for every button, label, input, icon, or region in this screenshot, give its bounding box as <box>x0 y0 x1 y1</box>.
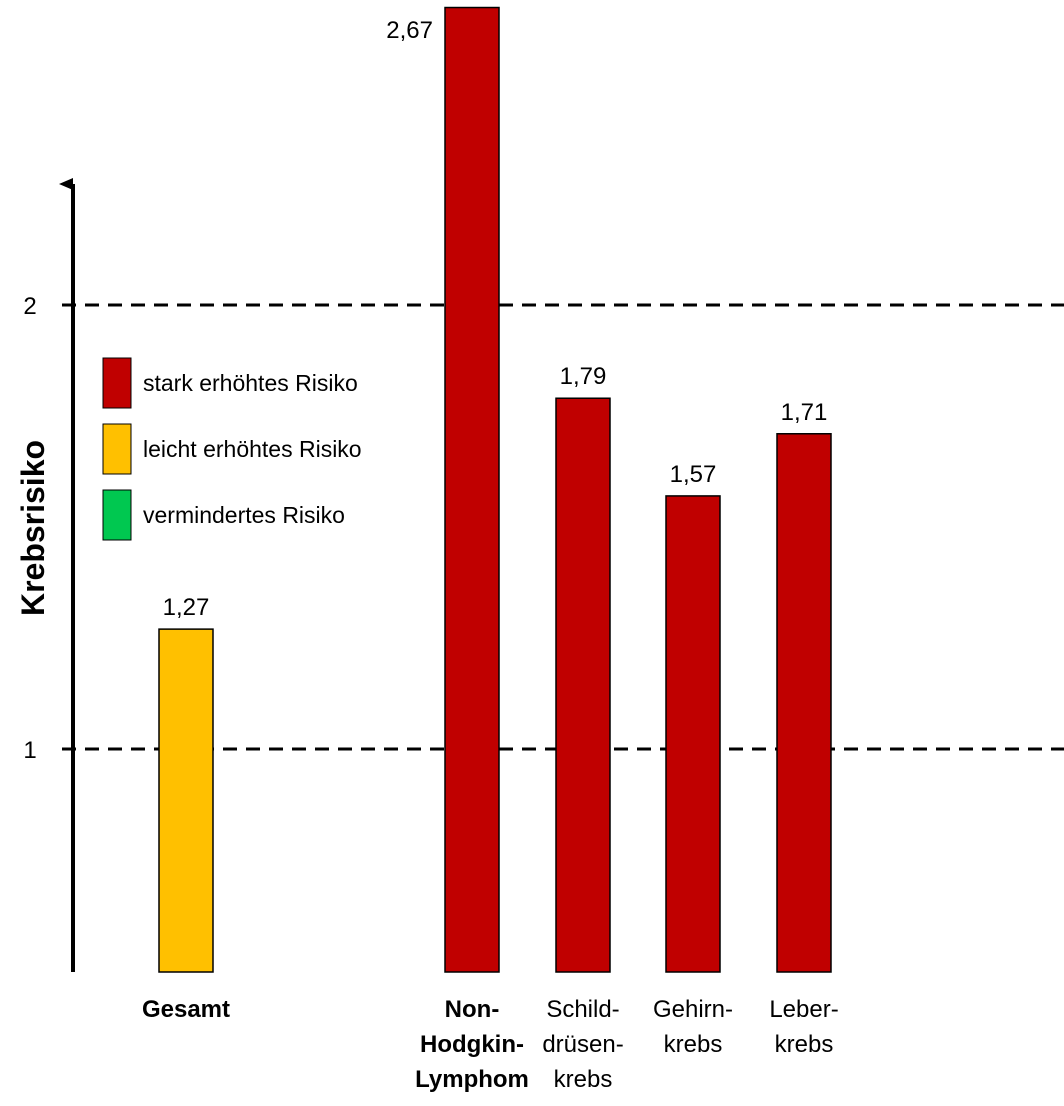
bar-0 <box>158 628 214 973</box>
y-tick-label: 1 <box>23 737 36 764</box>
legend-swatch-stark <box>102 357 132 409</box>
value-label-2: 1,79 <box>560 363 607 390</box>
legend-label-vermindert: vermindertes Risiko <box>143 502 345 528</box>
y-axis-title: Krebsrisiko <box>15 440 51 616</box>
legend-swatch-vermindert <box>102 489 132 541</box>
reference-lines <box>62 303 1064 751</box>
category-labels: Gesamt Non- Hodgkin- Lymphom Schild-drüsen-k… <box>142 996 839 1093</box>
category-label-line: Gehirn- <box>653 996 733 1023</box>
y-tick-labels: 12 <box>23 293 36 764</box>
category-label-4: Leber-krebs <box>769 996 838 1058</box>
bar-1 <box>444 6 500 973</box>
legend-label-leicht: leicht erhöhtes Risiko <box>143 436 362 462</box>
value-label-0: 1,27 <box>163 594 210 621</box>
category-label-line: Schild- <box>546 996 619 1023</box>
category-label-3: Gehirn-krebs <box>653 996 733 1058</box>
category-label-line: drüsen- <box>542 1031 623 1058</box>
value-label-3: 1,57 <box>670 461 717 488</box>
bar-2 <box>555 397 611 973</box>
category-label-line: Hodgkin- <box>420 1031 524 1058</box>
category-label-line: krebs <box>775 1031 834 1058</box>
y-tick-label: 2 <box>23 293 36 320</box>
category-label-line: krebs <box>554 1066 613 1093</box>
legend-swatch-leicht <box>102 423 132 475</box>
category-label-1: Non- Hodgkin- Lymphom <box>415 996 529 1093</box>
legend-label-stark: stark erhöhtes Risiko <box>143 370 358 396</box>
category-label-line: Non- <box>445 996 500 1023</box>
category-label-line: Leber- <box>769 996 838 1023</box>
category-label-0: Gesamt <box>142 996 230 1023</box>
value-labels: 1,27 2,67 1,79 1,57 1,71 <box>163 17 828 621</box>
value-label-1: 2,67 <box>386 17 433 44</box>
category-label-line: Gesamt <box>142 996 230 1023</box>
bars <box>158 6 832 973</box>
value-label-4: 1,71 <box>781 399 828 426</box>
bar-3 <box>665 495 721 973</box>
legend: stark erhöhtes Risiko leicht erhöhtes Ris… <box>102 357 362 541</box>
category-label-2: Schild-drüsen-krebs <box>542 996 623 1093</box>
bar-4 <box>776 433 832 973</box>
category-label-line: krebs <box>664 1031 723 1058</box>
category-label-line: Lymphom <box>415 1066 529 1093</box>
